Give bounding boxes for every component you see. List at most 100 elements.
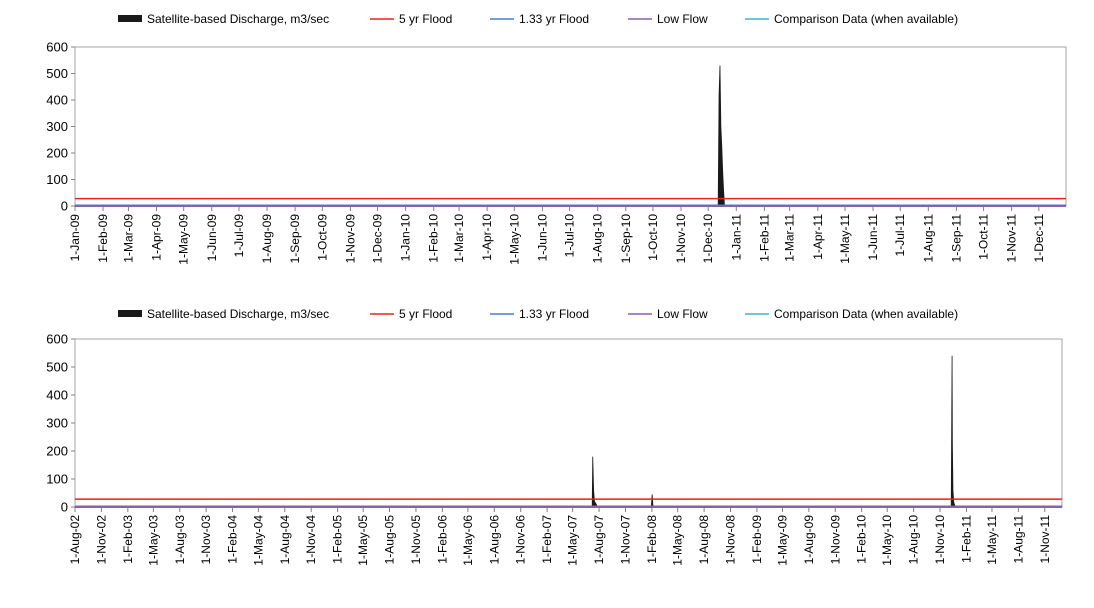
legend-entry: Low Flow (628, 307, 708, 321)
x-tick-label: 1-Nov-11 (1038, 515, 1052, 564)
x-tick-label: 1-Oct-09 (315, 214, 329, 261)
x-tick-label: 1-Feb-11 (757, 214, 771, 262)
x-tick-label: 1-May-09 (775, 515, 789, 566)
x-tick-label: 1-Dec-10 (701, 214, 715, 264)
x-tick-label: 1-Nov-10 (933, 515, 947, 565)
y-tick-label: 0 (61, 500, 68, 515)
x-tick-label: 1-May-09 (177, 214, 191, 265)
legend-label: Low Flow (657, 307, 708, 321)
y-tick-label: 100 (46, 172, 68, 187)
y-tick-label: 200 (46, 444, 68, 459)
x-tick-label: 1-Jun-10 (535, 214, 549, 262)
x-tick-label: 1-Aug-05 (383, 515, 397, 565)
x-tick-label: 1-Nov-05 (409, 515, 423, 565)
plot-area (74, 338, 1063, 508)
legend-entry: 5 yr Flood (370, 307, 452, 321)
y-tick-label: 300 (46, 416, 68, 431)
x-tick-label: 1-Oct-10 (646, 214, 660, 261)
y-tick-label: 300 (46, 119, 68, 134)
x-tick-label: 1-May-11 (985, 515, 999, 565)
y-tick-label: 600 (46, 332, 68, 347)
x-tick-label: 1-Mar-09 (121, 214, 135, 263)
legend-entry: 1.33 yr Flood (490, 12, 589, 26)
y-tick-label: 500 (46, 360, 68, 375)
legend-entry: Low Flow (628, 12, 708, 26)
discharge-chart-2009-2011: Satellite-based Discharge, m3/sec 5 yr Fl… (46, 12, 1067, 265)
x-tick-label: 1-Dec-09 (371, 214, 385, 264)
x-tick-label: 1-May-11 (838, 214, 852, 264)
x-tick-label: 1-Jan-11 (729, 214, 743, 261)
x-tick-label: 1-Apr-11 (811, 214, 825, 260)
x-tick-label: 1-Feb-07 (540, 515, 554, 564)
legend-label: 5 yr Flood (399, 12, 452, 26)
y-tick-label: 0 (61, 199, 68, 214)
legend-entry: 1.33 yr Flood (490, 307, 589, 321)
x-tick-label: 1-Oct-11 (977, 214, 991, 260)
x-tick-label: 1-Feb-10 (427, 214, 441, 263)
x-tick-label: 1-Feb-05 (331, 515, 345, 564)
x-tick-label: 1-Sep-09 (288, 214, 302, 264)
x-tick-label: 1-Nov-02 (94, 515, 108, 565)
x-tick-label: 1-Jun-09 (205, 214, 219, 262)
x-tick-label: 1-Nov-03 (199, 515, 213, 565)
legend-entry: Satellite-based Discharge, m3/sec (118, 307, 329, 321)
x-tick-label: 1-May-03 (146, 515, 160, 566)
x-tick-label: 1-Feb-09 (750, 515, 764, 564)
y-tick-label: 500 (46, 66, 68, 81)
x-tick-label: 1-Aug-10 (907, 515, 921, 565)
y-tick-label: 400 (46, 93, 68, 108)
x-tick-label: 1-Apr-09 (150, 214, 164, 261)
y-tick-label: 600 (46, 40, 68, 55)
x-tick-label: 1-Nov-04 (304, 515, 318, 565)
x-tick-label: 1-Dec-11 (1032, 214, 1046, 263)
x-tick-label: 1-Feb-03 (121, 515, 135, 564)
x-tick-label: 1-Nov-07 (618, 515, 632, 565)
legend-label: Satellite-based Discharge, m3/sec (147, 12, 329, 26)
x-tick-label: 1-Nov-09 (828, 515, 842, 565)
legend-swatch (118, 15, 142, 22)
legend-entry: Comparison Data (when available) (745, 12, 958, 26)
legend-label: Comparison Data (when available) (774, 12, 958, 26)
x-tick-label: 1-May-06 (461, 515, 475, 566)
x-tick-label: 1-May-10 (507, 214, 521, 265)
x-tick-label: 1-Jan-09 (68, 214, 82, 262)
x-tick-label: 1-Jun-11 (866, 214, 880, 261)
x-tick-label: 1-May-08 (671, 515, 685, 566)
x-tick-label: 1-Aug-07 (592, 515, 606, 565)
x-tick-label: 1-Aug-03 (173, 515, 187, 565)
x-tick-label: 1-May-05 (356, 515, 370, 566)
x-tick-label: 1-Aug-10 (591, 214, 605, 264)
x-tick-label: 1-Feb-08 (645, 515, 659, 564)
x-tick-label: 1-Aug-09 (802, 515, 816, 565)
x-tick-label: 1-Sep-11 (949, 214, 963, 263)
x-tick-label: 1-Feb-10 (855, 515, 869, 564)
x-tick-label: 1-Nov-08 (724, 515, 738, 565)
discharge-area (75, 355, 1062, 508)
x-tick-label: 1-Jul-11 (893, 214, 907, 257)
x-tick-label: 1-Nov-06 (514, 515, 528, 565)
x-tick-label: 1-Feb-09 (96, 214, 110, 263)
x-tick-label: 1-Mar-11 (783, 214, 797, 262)
plot-area (74, 46, 1067, 207)
legend-label: Satellite-based Discharge, m3/sec (147, 307, 329, 321)
x-tick-label: 1-Aug-11 (1011, 515, 1025, 564)
legend-entry: Satellite-based Discharge, m3/sec (118, 12, 329, 26)
x-tick-label: 1-Sep-10 (619, 214, 633, 264)
discharge-chart-2002-2011: Satellite-based Discharge, m3/sec 5 yr Fl… (46, 307, 1063, 566)
x-tick-label: 1-Aug-06 (487, 515, 501, 565)
x-tick-label: 1-Jan-10 (399, 214, 413, 262)
x-tick-label: 1-Jul-09 (232, 214, 246, 258)
x-tick-label: 1-Nov-09 (343, 214, 357, 264)
legend-label: Comparison Data (when available) (774, 307, 958, 321)
legend-entry: 5 yr Flood (370, 12, 452, 26)
x-tick-label: 1-Mar-10 (452, 214, 466, 263)
x-tick-label: 1-Aug-09 (260, 214, 274, 264)
legend-label: 5 yr Flood (399, 307, 452, 321)
y-tick-label: 100 (46, 472, 68, 487)
legend-entry: Comparison Data (when available) (745, 307, 958, 321)
x-tick-label: 1-Apr-10 (480, 214, 494, 261)
x-tick-label: 1-Feb-06 (435, 515, 449, 564)
x-tick-label: 1-May-07 (566, 515, 580, 566)
x-tick-label: 1-Jul-10 (563, 214, 577, 258)
x-tick-label: 1-Nov-10 (674, 214, 688, 264)
